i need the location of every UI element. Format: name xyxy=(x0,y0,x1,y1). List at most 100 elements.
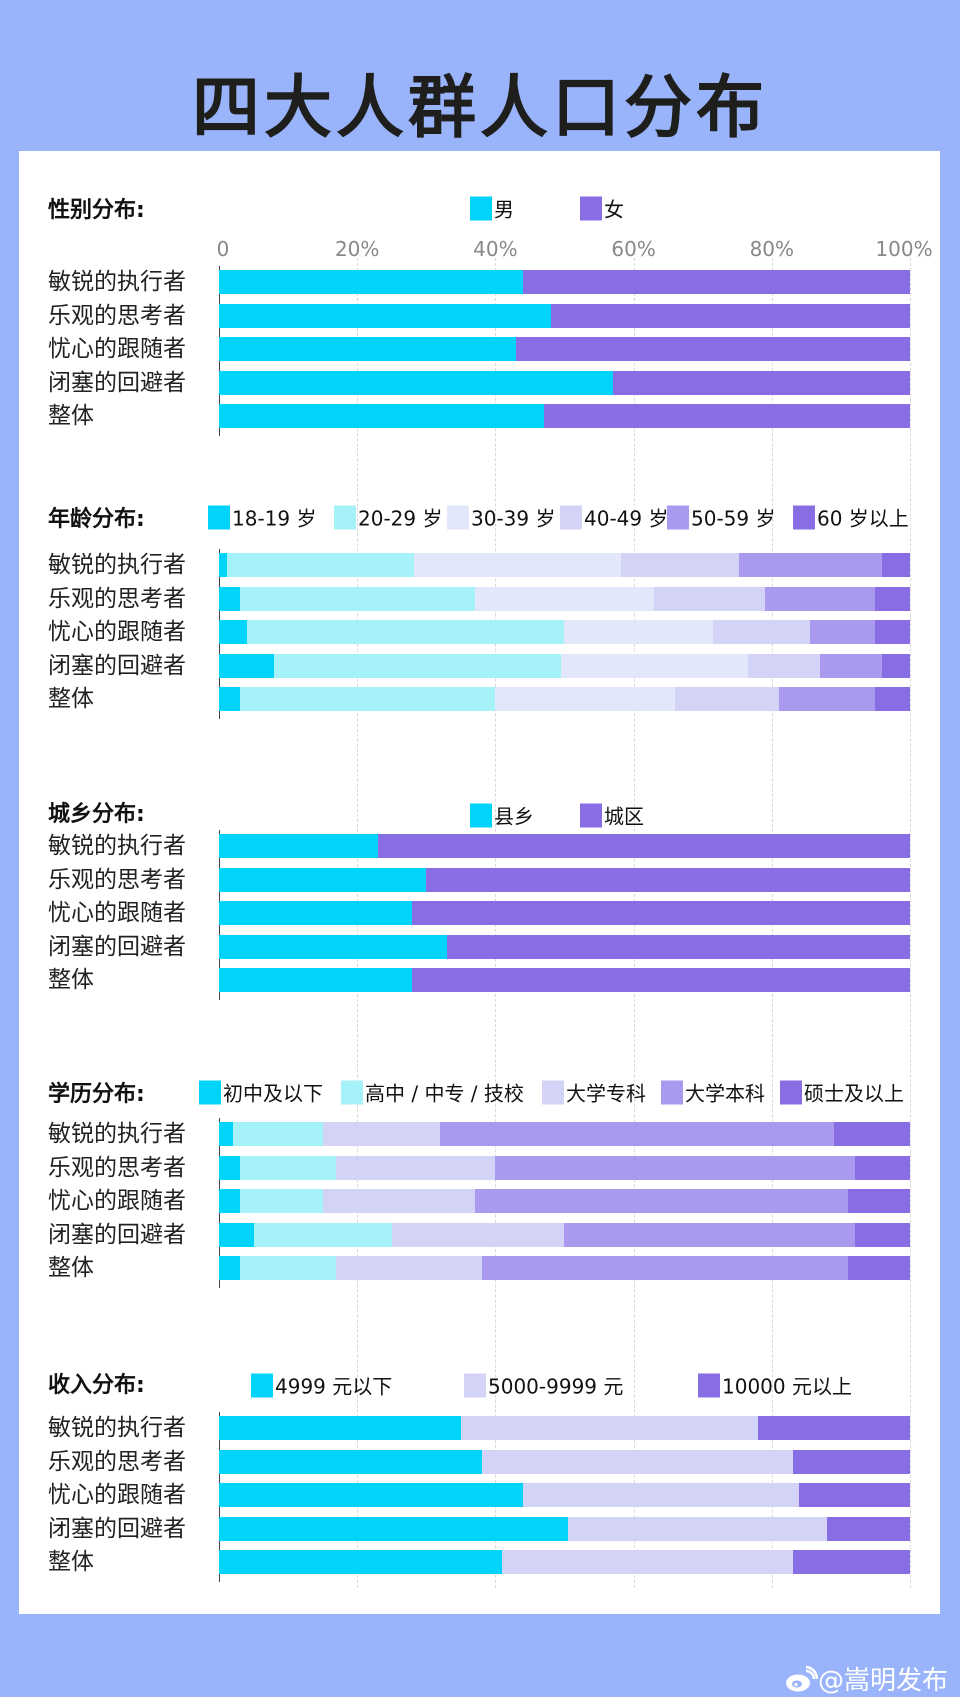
bar-segment xyxy=(239,1155,337,1180)
chart-title: 性别分布: xyxy=(48,198,145,223)
bar-segment xyxy=(764,586,876,611)
bar-segment xyxy=(219,1416,461,1440)
legend-item: 县乡 xyxy=(470,801,534,830)
bar-segment xyxy=(564,1222,855,1247)
stacked-bar xyxy=(219,1449,910,1474)
bar-segment xyxy=(219,553,228,577)
legend-swatch xyxy=(334,505,356,529)
bar-segment xyxy=(561,653,748,678)
bar-segment xyxy=(219,1550,503,1574)
legend-item: 高中 / 中专 / 技校 xyxy=(341,1078,524,1107)
category-label: 整体 xyxy=(48,967,94,993)
legend-item: 10000 元以上 xyxy=(698,1371,852,1400)
legend-swatch xyxy=(661,1080,683,1104)
chart-title: 收入分布: xyxy=(48,1373,145,1398)
bar-segment xyxy=(854,1222,910,1247)
bar-segment xyxy=(882,553,910,577)
bar-segment xyxy=(495,687,676,711)
bar-segment xyxy=(322,1189,475,1213)
category-label: 闭塞的回避者 xyxy=(48,933,186,960)
legend-item: 18-19 岁 xyxy=(208,503,316,532)
legend-label: 18-19 岁 xyxy=(232,506,317,531)
category-label: 整体 xyxy=(48,1549,94,1575)
category-label: 闭塞的回避者 xyxy=(48,369,186,396)
legend-swatch xyxy=(793,505,815,529)
bar-segment xyxy=(391,1222,565,1247)
legend-label: 县乡 xyxy=(494,804,534,829)
stacked-bar xyxy=(219,1155,910,1180)
bar-segment xyxy=(219,1483,524,1507)
bar-segment xyxy=(426,867,910,892)
bar-segment xyxy=(820,653,883,678)
bar-segment xyxy=(219,1122,233,1146)
category-label: 乐观的思考者 xyxy=(48,866,186,893)
chart-title: 年龄分布: xyxy=(48,507,145,532)
weibo-icon xyxy=(785,1665,818,1691)
bar-segment xyxy=(875,620,910,644)
legend-label: 5000-9999 元 xyxy=(488,1374,624,1399)
bar-segment xyxy=(460,1416,758,1440)
bar-segment xyxy=(474,1189,848,1213)
stacked-bar xyxy=(219,1189,910,1213)
category-label: 敏锐的执行者 xyxy=(48,1415,186,1441)
bar-segment xyxy=(227,553,414,577)
legend-item: 城区 xyxy=(580,801,644,830)
bar-segment xyxy=(219,867,427,892)
stacked-bar xyxy=(219,1256,910,1280)
x-tick-label: 80% xyxy=(749,237,795,261)
legend-swatch xyxy=(580,196,602,220)
legend-swatch xyxy=(667,505,689,529)
bar-segment xyxy=(336,1155,496,1180)
category-label: 乐观的思考者 xyxy=(48,1154,186,1181)
legend-swatch xyxy=(470,196,492,220)
page-title: 四大人群人口分布 xyxy=(191,69,768,148)
legend-swatch xyxy=(698,1373,720,1397)
bar-segment xyxy=(516,337,910,361)
stacked-bar xyxy=(219,270,910,294)
bar-segment xyxy=(239,1189,323,1213)
bar-segment xyxy=(239,586,475,611)
bar-segment xyxy=(502,1550,793,1574)
category-label: 乐观的思考者 xyxy=(48,302,186,329)
legend-swatch xyxy=(470,803,492,827)
chart-title: 学历分布: xyxy=(48,1082,145,1107)
legend-item: 女 xyxy=(580,194,624,223)
bar-segment xyxy=(440,1122,834,1146)
bar-segment xyxy=(219,270,524,294)
bar-segment xyxy=(322,1122,441,1146)
legend-item: 50-59 岁 xyxy=(667,503,775,532)
stacked-bar xyxy=(219,1483,910,1507)
category-label: 忧心的跟随者 xyxy=(48,619,186,645)
legend-label: 男 xyxy=(494,197,514,222)
category-label: 忧心的跟随者 xyxy=(48,900,186,926)
bar-segment xyxy=(219,586,240,611)
bar-segment xyxy=(481,1449,793,1474)
bar-segment xyxy=(495,1155,855,1180)
stacked-bar xyxy=(219,834,910,858)
bar-segment xyxy=(827,1516,910,1541)
category-label: 敏锐的执行者 xyxy=(48,1121,186,1147)
legend-item: 30-39 岁 xyxy=(447,503,555,532)
bar-segment xyxy=(219,303,551,328)
category-label: 乐观的思考者 xyxy=(48,1448,186,1475)
legend-swatch xyxy=(341,1080,363,1104)
bar-segment xyxy=(847,1189,910,1213)
legend-item: 硕士及以上 xyxy=(780,1078,904,1107)
bar-segment xyxy=(550,303,910,328)
bar-segment xyxy=(523,270,910,294)
category-label: 乐观的思考者 xyxy=(48,585,186,612)
legend-label: 50-59 岁 xyxy=(691,506,776,531)
bar-segment xyxy=(219,901,413,925)
chart-title: 城乡分布: xyxy=(48,802,145,827)
stacked-bar xyxy=(219,553,910,577)
bar-segment xyxy=(219,620,247,644)
bar-segment xyxy=(847,1256,910,1280)
stacked-bar xyxy=(219,337,910,361)
stacked-bar xyxy=(219,687,910,711)
bar-segment xyxy=(675,687,779,711)
bar-segment xyxy=(792,1550,910,1574)
bar-segment xyxy=(833,1122,910,1146)
stacked-bar xyxy=(219,934,910,959)
category-label: 整体 xyxy=(48,1255,94,1281)
legend-label: 城区 xyxy=(604,804,644,829)
